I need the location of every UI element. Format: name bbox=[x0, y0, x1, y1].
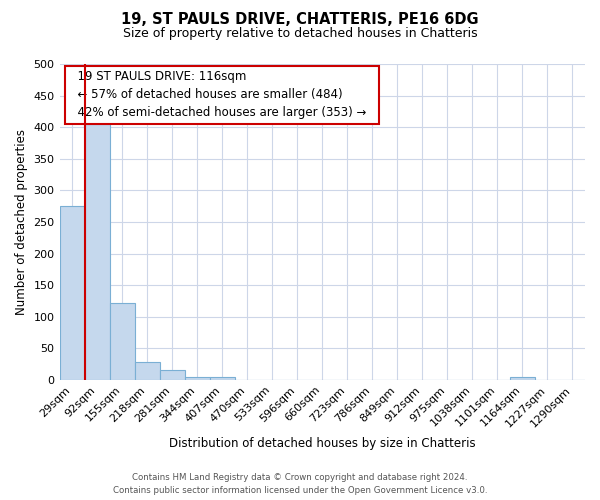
Bar bbox=[134, 362, 160, 380]
Bar bbox=[59, 206, 85, 380]
Text: Size of property relative to detached houses in Chatteris: Size of property relative to detached ho… bbox=[122, 28, 478, 40]
Y-axis label: Number of detached properties: Number of detached properties bbox=[15, 129, 28, 315]
Bar bbox=[510, 376, 535, 380]
X-axis label: Distribution of detached houses by size in Chatteris: Distribution of detached houses by size … bbox=[169, 437, 476, 450]
Bar bbox=[185, 378, 209, 380]
Text: Contains HM Land Registry data © Crown copyright and database right 2024.
Contai: Contains HM Land Registry data © Crown c… bbox=[113, 474, 487, 495]
Bar bbox=[209, 376, 235, 380]
Bar bbox=[85, 124, 110, 380]
Text: 19, ST PAULS DRIVE, CHATTERIS, PE16 6DG: 19, ST PAULS DRIVE, CHATTERIS, PE16 6DG bbox=[121, 12, 479, 28]
Bar bbox=[110, 303, 134, 380]
Text: 19 ST PAULS DRIVE: 116sqm  
  ← 57% of detached houses are smaller (484)  
  42%: 19 ST PAULS DRIVE: 116sqm ← 57% of detac… bbox=[70, 70, 374, 120]
Bar bbox=[160, 370, 185, 380]
